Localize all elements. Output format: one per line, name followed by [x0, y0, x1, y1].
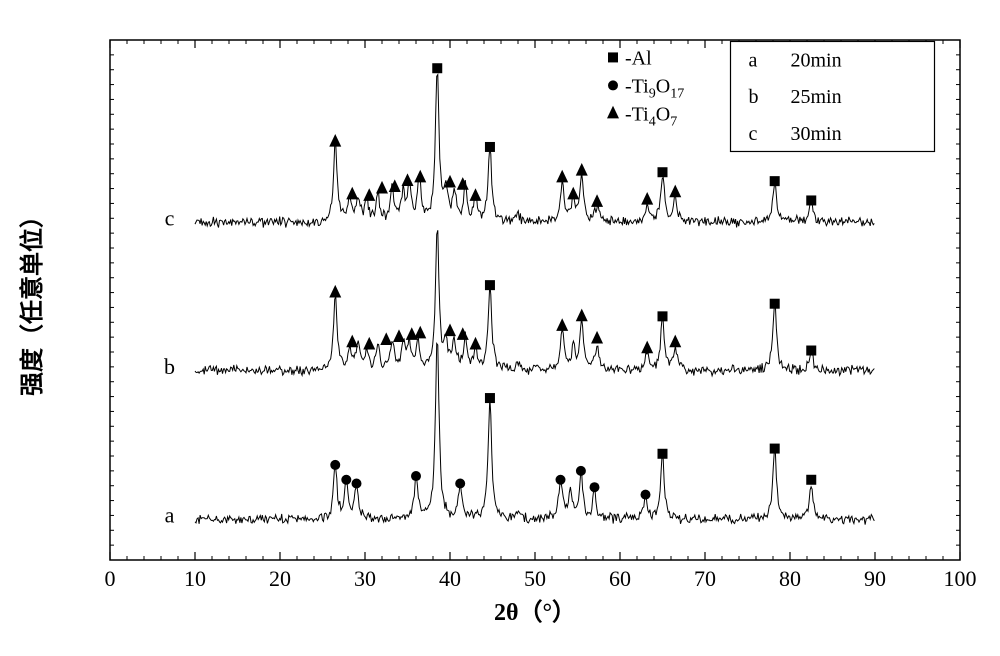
legend-box-val: 25min	[791, 86, 842, 108]
svg-text:100: 100	[944, 566, 977, 591]
trace-label: b	[164, 354, 175, 379]
legend-box-key: a	[749, 49, 758, 71]
chart-svg: 01020304050607080901002θ（°）强度（任意单位）abc-A…	[0, 0, 1000, 656]
svg-text:50: 50	[524, 566, 546, 591]
svg-text:40: 40	[439, 566, 461, 591]
svg-text:70: 70	[694, 566, 716, 591]
svg-text:90: 90	[864, 566, 886, 591]
legend-box-val: 30min	[791, 123, 842, 145]
svg-text:0: 0	[105, 566, 116, 591]
xrd-chart: 01020304050607080901002θ（°）强度（任意单位）abc-A…	[0, 0, 1000, 656]
trace-label: a	[165, 502, 175, 527]
x-axis-title: 2θ（°）	[494, 599, 576, 626]
legend-box-val: 20min	[791, 49, 842, 71]
legend-box-key: c	[749, 123, 758, 145]
legend-box-key: b	[749, 86, 759, 108]
svg-text:80: 80	[779, 566, 801, 591]
legend-marker-label: -Ti9O17	[625, 75, 684, 101]
svg-text:30: 30	[354, 566, 376, 591]
svg-text:20: 20	[269, 566, 291, 591]
svg-text:60: 60	[609, 566, 631, 591]
legend-marker-label: -Al	[625, 47, 652, 69]
svg-text:10: 10	[184, 566, 206, 591]
trace-label: c	[165, 205, 175, 230]
trace	[195, 344, 874, 525]
y-axis-title: 强度（任意单位）	[18, 204, 46, 396]
legend-marker-label: -Ti4O7	[625, 103, 677, 129]
